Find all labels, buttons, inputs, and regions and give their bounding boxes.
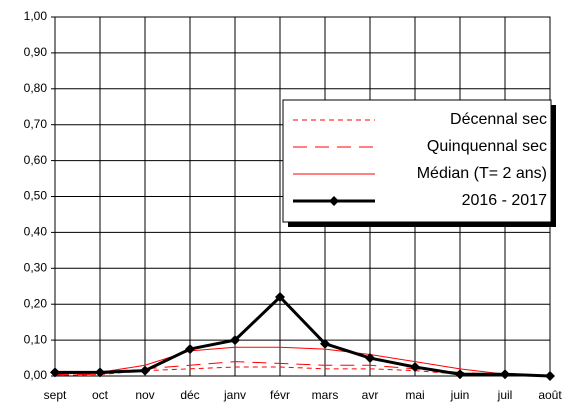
point-marker — [320, 338, 330, 349]
y-tick-label: 1,00 — [24, 9, 48, 23]
series-line — [54, 361, 551, 377]
y-tick-label: 0,30 — [24, 260, 48, 274]
y-tick-label: 0,20 — [24, 296, 48, 310]
x-tick-label: janv — [223, 388, 246, 402]
point-marker — [50, 367, 60, 378]
legend-label: Médian (T= 2 ans) — [417, 165, 547, 182]
x-tick-label: juil — [497, 388, 513, 402]
y-tick-label: 0,90 — [24, 45, 48, 59]
x-tick-label: mars — [312, 388, 339, 402]
legend-label: Décennal sec — [450, 111, 547, 128]
x-tick-label: août — [538, 388, 562, 402]
point-marker — [230, 335, 240, 346]
x-tick-label: nov — [135, 388, 154, 402]
legend-marker — [329, 196, 339, 206]
point-marker — [185, 344, 195, 355]
y-tick-label: 0,00 — [24, 368, 48, 382]
point-marker — [455, 369, 465, 380]
series-line — [55, 294, 551, 378]
x-tick-label: févr — [270, 388, 290, 402]
x-tick-label: avr — [362, 388, 379, 402]
point-marker — [500, 369, 510, 380]
x-tick-label: sept — [44, 388, 67, 402]
y-tick-label: 0,10 — [24, 332, 48, 346]
legend-label: 2016 - 2017 — [462, 192, 548, 209]
point-marker — [545, 371, 555, 381]
point-marker — [95, 367, 105, 378]
x-tick-label: mai — [405, 388, 424, 402]
x-tick-label: juin — [450, 388, 470, 402]
series-line — [54, 346, 551, 377]
y-tick-label: 0,40 — [24, 225, 48, 239]
point-marker — [275, 292, 285, 303]
x-tick-label: oct — [92, 388, 109, 402]
point-marker — [365, 353, 375, 364]
x-tick-label: déc — [180, 388, 199, 402]
y-tick-label: 0,50 — [24, 189, 48, 203]
legend-label: Quinquennal sec — [427, 138, 547, 155]
y-tick-label: 0,80 — [24, 81, 48, 95]
y-tick-label: 0,70 — [24, 117, 48, 131]
point-marker — [410, 362, 420, 373]
y-tick-label: 0,60 — [24, 153, 48, 167]
point-marker — [140, 365, 150, 376]
